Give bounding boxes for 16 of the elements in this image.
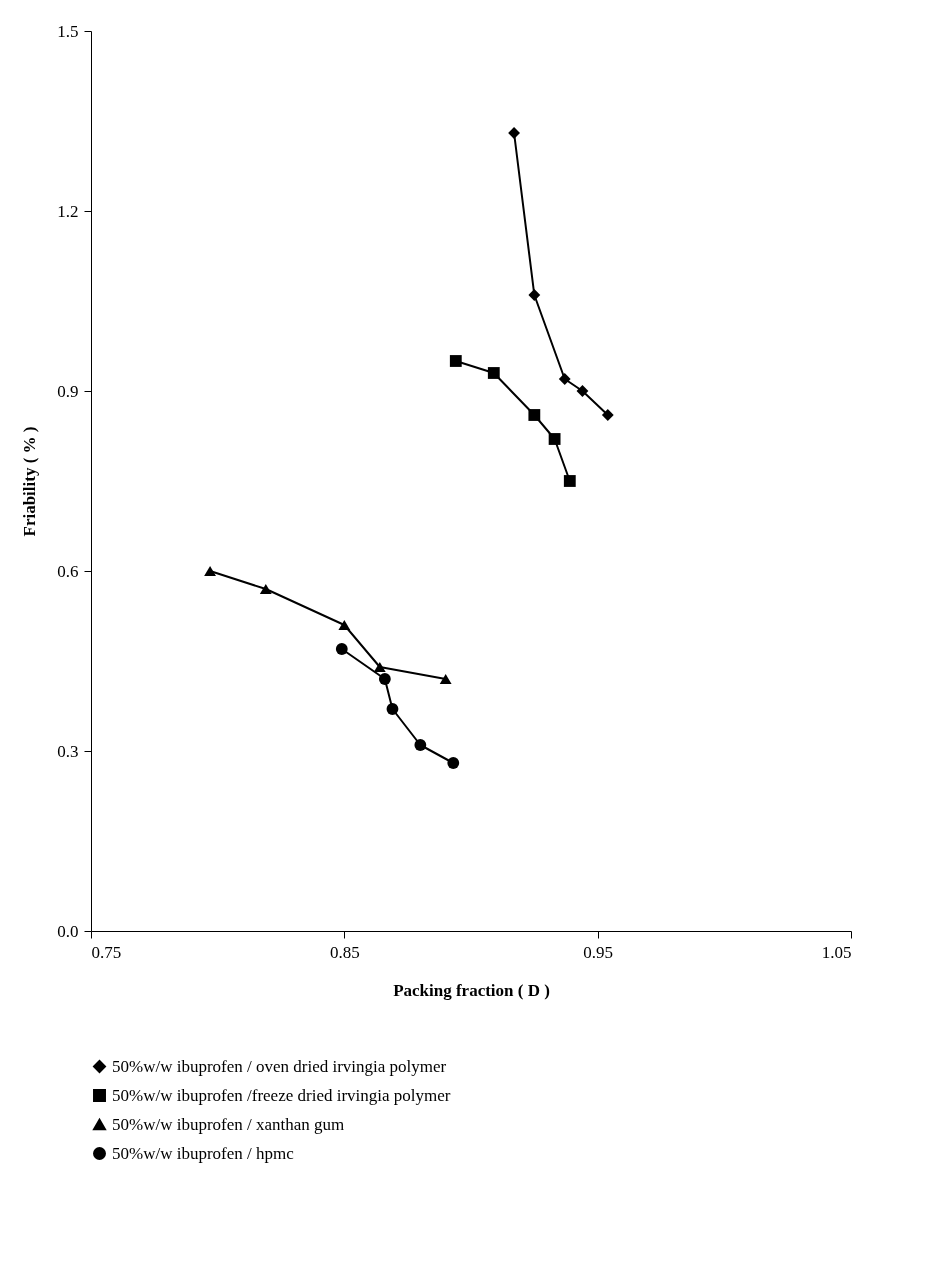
- y-tick-label: 0.9: [57, 381, 79, 401]
- y-tick-label: 0.6: [57, 561, 79, 581]
- x-tick-label: 0.85: [329, 942, 360, 962]
- y-axis-title: Friability ( % ): [20, 426, 40, 537]
- legend-label: 50%w/w ibuprofen / xanthan gum: [112, 1114, 345, 1134]
- y-tick-label: 1.2: [57, 201, 79, 221]
- y-tick-label: 0.0: [57, 921, 79, 941]
- x-tick-label: 0.75: [91, 942, 122, 962]
- x-tick-label: 1.05: [821, 942, 852, 962]
- legend-label: 50%w/w ibuprofen / oven dried irvingia polymer: [112, 1056, 447, 1076]
- y-tick-label: 1.5: [57, 21, 79, 41]
- legend-label: 50%w/w ibuprofen /freeze dried irvingia polymer: [112, 1085, 451, 1105]
- x-tick-label: 0.95: [583, 942, 614, 962]
- y-tick-label: 0.3: [57, 741, 79, 761]
- legend-label: 50%w/w ibuprofen / hpmc: [112, 1143, 295, 1163]
- x-axis-title: Packing fraction ( D ): [393, 980, 550, 1000]
